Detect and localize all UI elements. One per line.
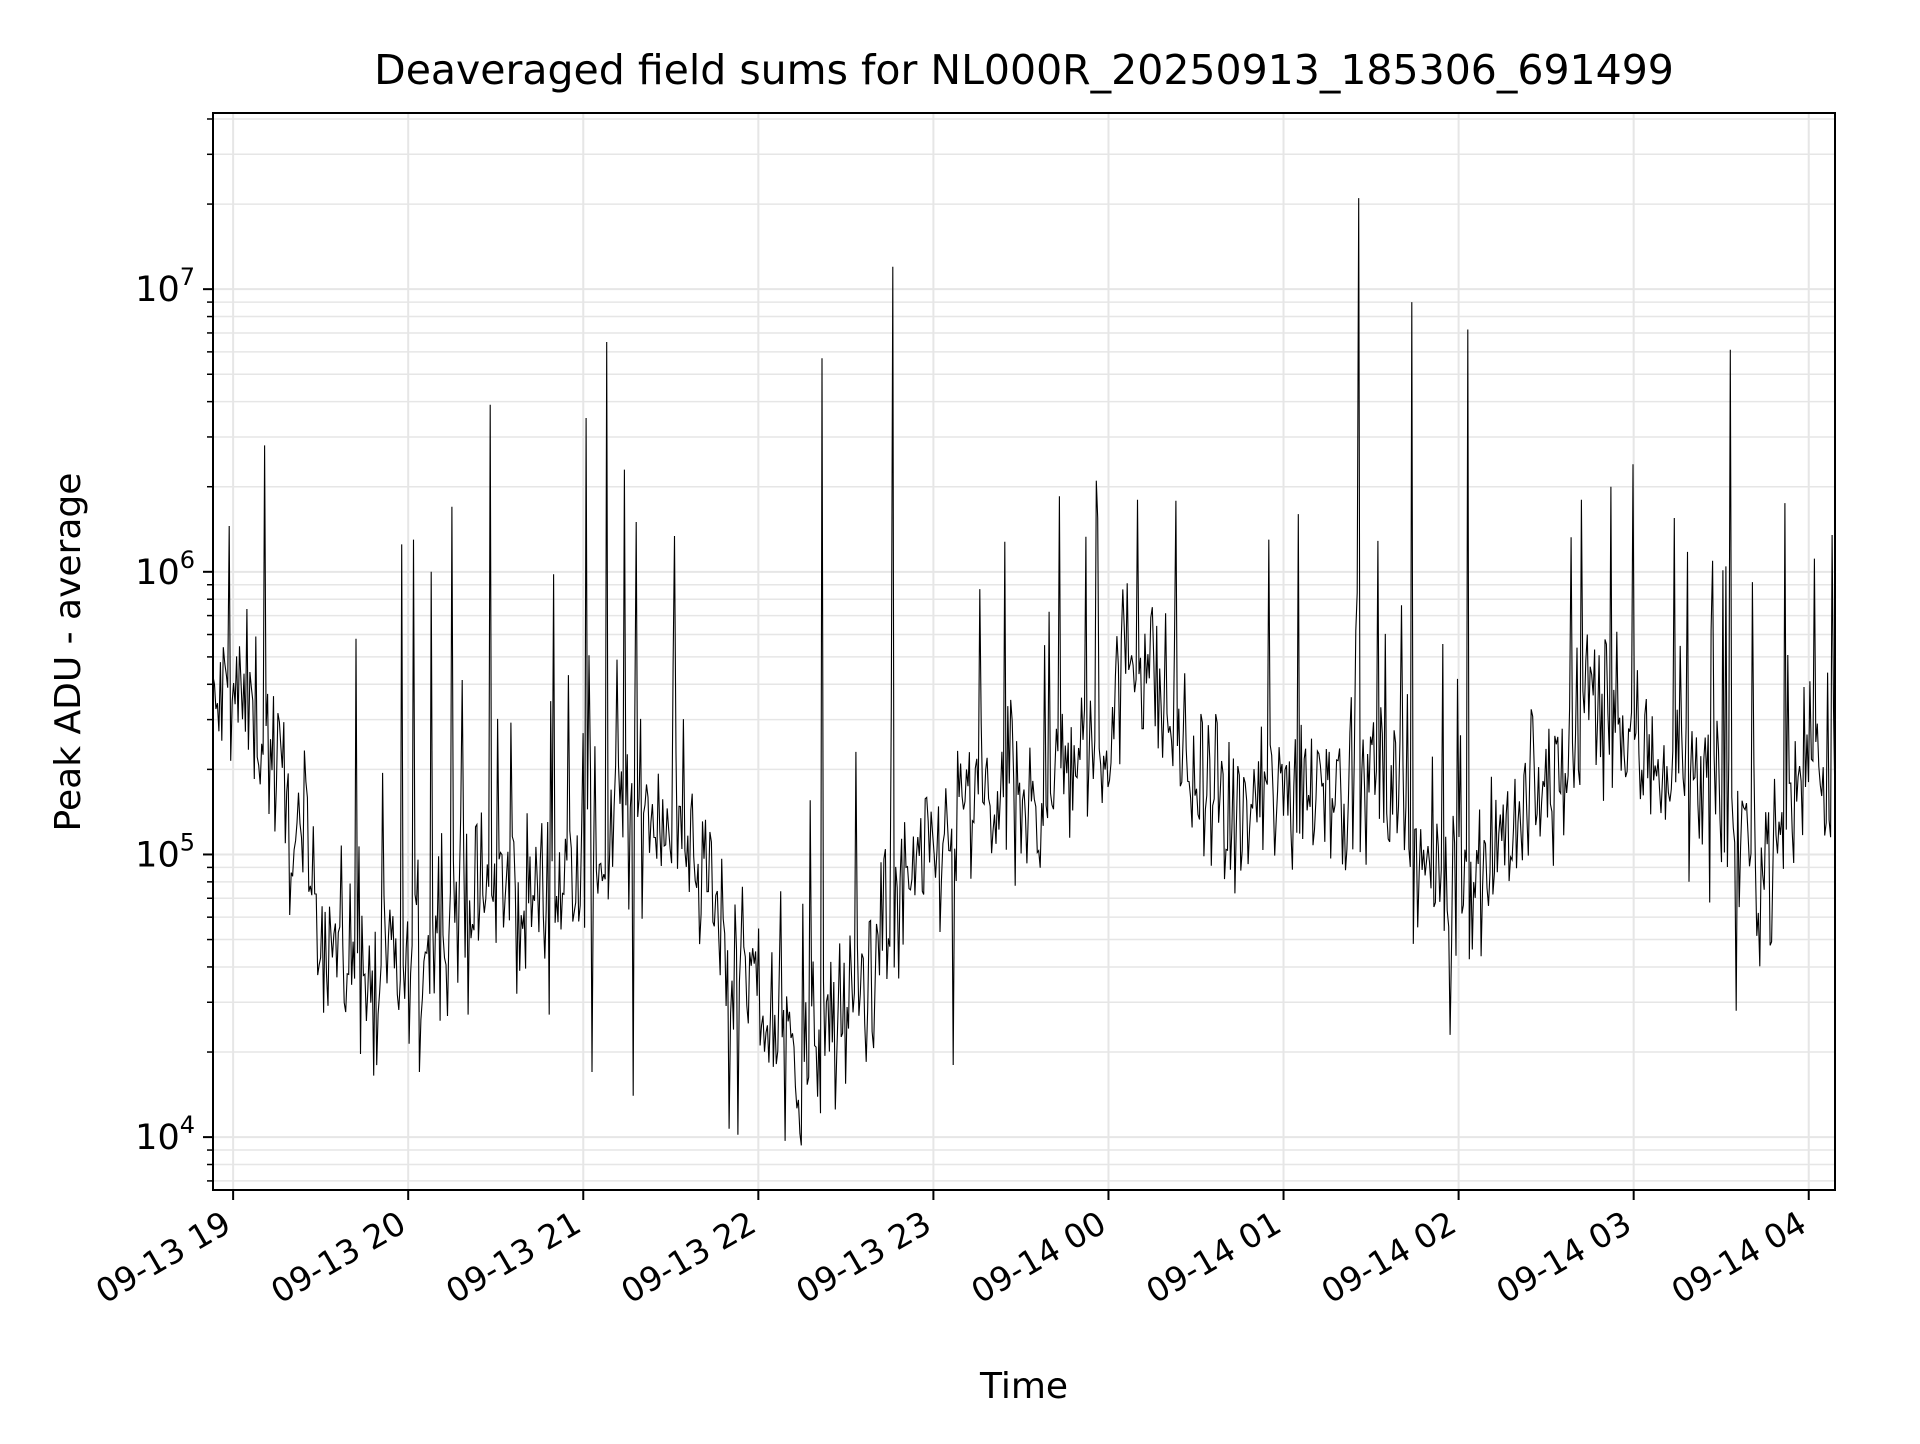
y-tick-label: 104: [135, 1111, 195, 1158]
y-axis-label: Peak ADU - average: [48, 473, 89, 832]
data-line-layer: [212, 198, 1836, 1146]
series-line: [212, 198, 1836, 1146]
x-axis-label: Time: [979, 1366, 1068, 1407]
grid-lines: [213, 113, 1835, 1190]
chart-title: Deaveraged field sums for NL000R_2025091…: [374, 46, 1674, 94]
y-tick-label: 105: [135, 828, 195, 875]
y-axis-ticks: 104 105 106 107: [135, 118, 213, 1182]
y-tick-label: 107: [135, 263, 195, 310]
plot-area-frame: [212, 112, 1836, 1191]
y-tick-label: 106: [135, 546, 195, 593]
